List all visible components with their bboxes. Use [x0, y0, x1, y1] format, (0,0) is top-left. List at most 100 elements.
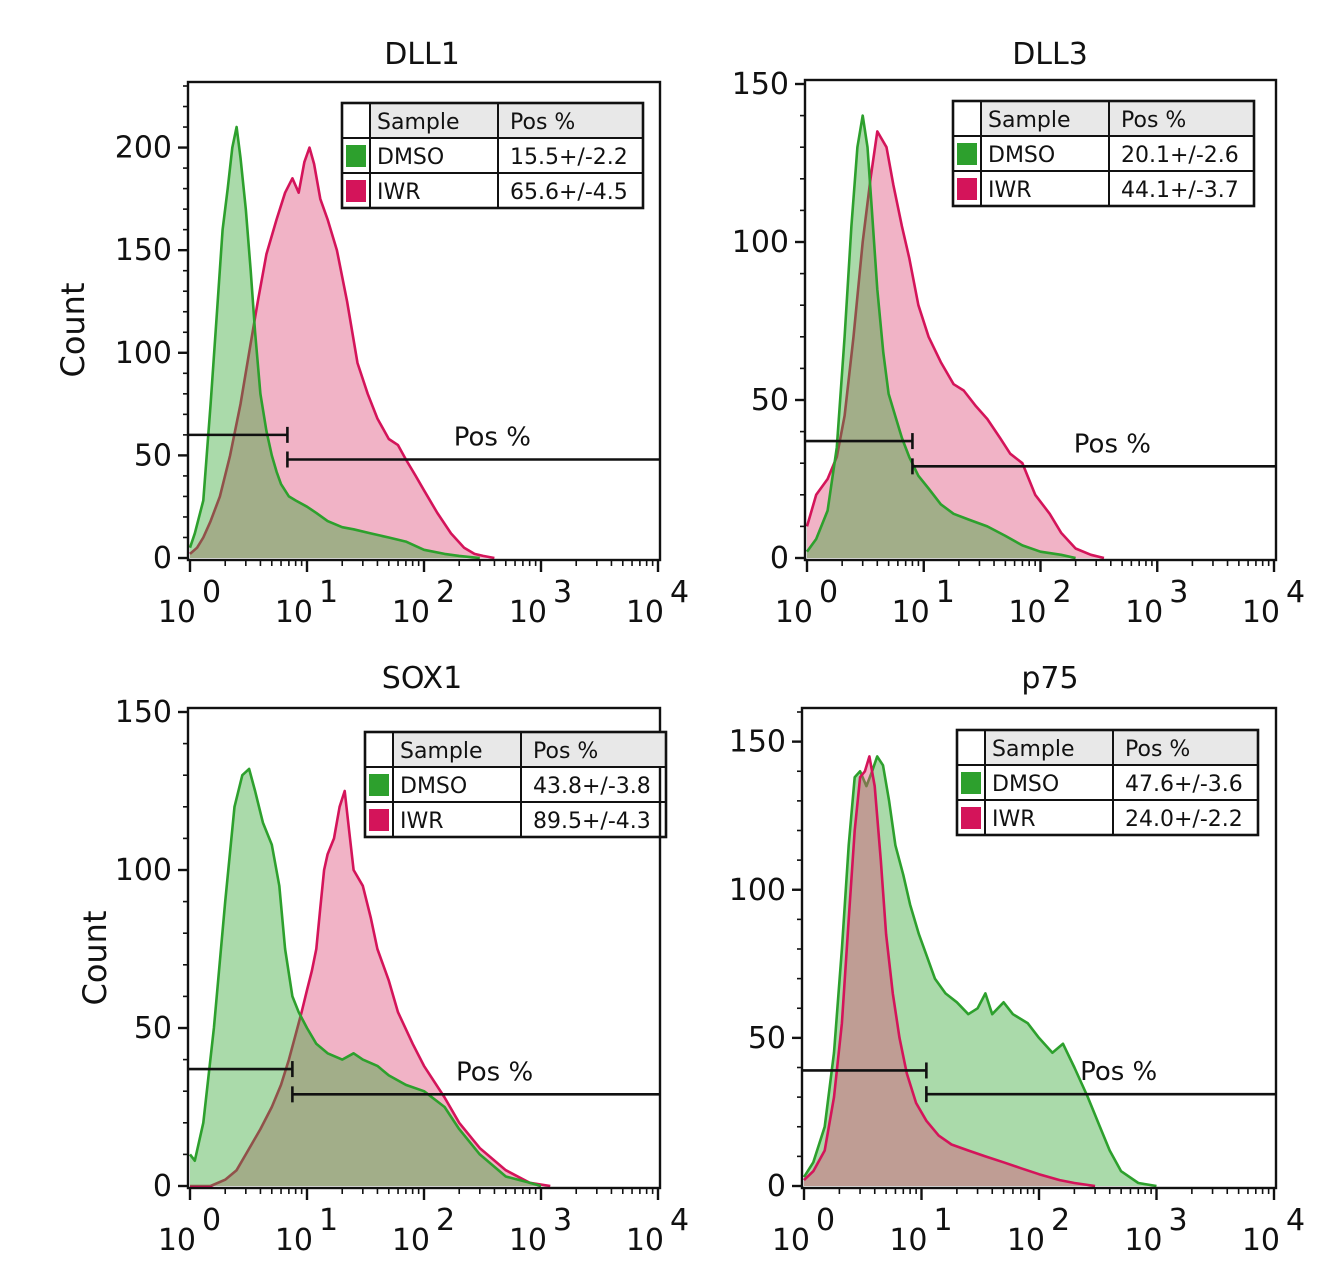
x-tick-label: 101: [275, 575, 338, 630]
gate-label: Pos %: [456, 1057, 533, 1087]
series-line-iwr: [805, 130, 1105, 560]
legend-swatch-dmso: [346, 145, 366, 167]
series-line-dmso: [188, 767, 542, 1188]
legend-pos-value: 20.1+/-2.6: [1121, 143, 1239, 168]
legend-header-bg: [370, 103, 643, 138]
y-tick-label: 0: [770, 541, 789, 576]
x-tick-exponent: 0: [816, 1203, 835, 1238]
x-tick-exponent: 3: [553, 575, 572, 610]
chart-title: DLL1: [384, 37, 460, 72]
y-tick-label: 0: [153, 1169, 172, 1204]
legend-table: Sample Pos % DMSO 20.1+/-2.6 IWR 44.1+/-3.7: [951, 99, 1256, 208]
legend-sample: IWR: [400, 809, 444, 834]
x-tick-base: 10: [1007, 1223, 1045, 1258]
x-tick-exponent: 4: [1286, 575, 1305, 610]
chart-panel-dll1: DLL1Count050100150200100101102103104Pos …: [54, 37, 689, 630]
x-tick-label: 103: [1124, 1203, 1187, 1258]
x-tick-exponent: 0: [819, 575, 838, 610]
x-tick-base: 10: [158, 1223, 196, 1258]
x-tick-exponent: 4: [670, 1203, 689, 1238]
legend-swatch-dmso: [369, 774, 389, 796]
x-tick-base: 10: [626, 595, 664, 630]
x-tick-exponent: 2: [1053, 575, 1072, 610]
x-tick-base: 10: [775, 595, 813, 630]
y-tick-label: 200: [115, 131, 172, 166]
x-tick-label: 100: [775, 575, 838, 630]
series-area-dmso: [807, 115, 1076, 558]
x-tick-base: 10: [889, 1223, 927, 1258]
x-tick-label: 103: [1125, 575, 1188, 630]
y-tick-label: 150: [732, 67, 789, 102]
legend-sample: IWR: [992, 807, 1036, 832]
legend-header-pos: Pos %: [533, 739, 598, 764]
x-tick-label: 102: [1008, 575, 1071, 630]
legend-pos-value: 89.5+/-4.3: [533, 809, 651, 834]
x-tick-base: 10: [275, 1223, 313, 1258]
gate-label: Pos %: [1080, 1057, 1157, 1087]
x-tick-label: 100: [772, 1203, 835, 1258]
legend-sample: DMSO: [377, 145, 444, 170]
x-tick-base: 10: [1125, 595, 1163, 630]
y-tick-label: 50: [134, 438, 172, 473]
series-area-dmso: [190, 768, 541, 1186]
series-line-iwr: [189, 146, 495, 560]
legend-border: [363, 730, 668, 839]
series-area-iwr: [190, 147, 495, 558]
legend-border: [955, 728, 1260, 837]
x-tick-label: 104: [626, 1203, 689, 1258]
legend-header-sample: Sample: [988, 108, 1071, 133]
series-line-iwr: [803, 755, 1096, 1188]
x-tick-label: 104: [626, 575, 689, 630]
series-line-dmso: [188, 125, 480, 560]
x-tick-exponent: 1: [319, 1203, 338, 1238]
legend-swatch-dmso: [957, 143, 977, 165]
y-axis-label: Count: [54, 282, 92, 377]
legend-header-bg: [981, 101, 1254, 136]
legend-header-sample: Sample: [992, 737, 1075, 762]
x-tick-label: 101: [892, 575, 955, 630]
x-tick-base: 10: [1242, 595, 1280, 630]
x-tick-label: 102: [1007, 1203, 1070, 1258]
y-tick-label: 100: [115, 336, 172, 371]
legend-sample: IWR: [988, 178, 1032, 203]
legend-sample: IWR: [377, 180, 421, 205]
x-tick-base: 10: [1124, 1223, 1162, 1258]
x-tick-base: 10: [509, 595, 547, 630]
legend-swatch-iwr: [961, 807, 981, 829]
y-tick-label: 150: [115, 233, 172, 268]
legend-swatch-iwr: [957, 178, 977, 200]
legend-header-pos: Pos %: [510, 110, 575, 135]
x-tick-label: 103: [509, 1203, 572, 1258]
chart-title: p75: [1021, 661, 1078, 696]
x-tick-base: 10: [392, 595, 430, 630]
legend-pos-value: 15.5+/-2.2: [510, 145, 628, 170]
x-tick-exponent: 0: [202, 575, 221, 610]
x-tick-base: 10: [275, 595, 313, 630]
x-tick-base: 10: [1242, 1223, 1280, 1258]
x-tick-exponent: 2: [436, 575, 455, 610]
x-tick-base: 10: [772, 1223, 810, 1258]
x-tick-exponent: 4: [1286, 1203, 1305, 1238]
x-tick-label: 103: [509, 575, 572, 630]
legend-header-pos: Pos %: [1125, 737, 1190, 762]
x-tick-exponent: 1: [936, 575, 955, 610]
legend-border: [951, 99, 1256, 208]
legend-sample: DMSO: [992, 772, 1059, 797]
legend-sample: DMSO: [400, 774, 467, 799]
x-tick-exponent: 4: [670, 575, 689, 610]
y-tick-label: 0: [767, 1169, 786, 1204]
legend-swatch-iwr: [346, 180, 366, 202]
y-tick-label: 50: [751, 383, 789, 418]
series-line-dmso: [802, 755, 1157, 1188]
x-tick-exponent: 3: [1169, 575, 1188, 610]
y-axis-label: Count: [76, 910, 114, 1005]
legend-pos-value: 44.1+/-3.7: [1121, 178, 1239, 203]
legend-pos-value: 47.6+/-3.6: [1125, 772, 1243, 797]
x-tick-base: 10: [892, 595, 930, 630]
x-tick-exponent: 2: [1051, 1203, 1070, 1238]
legend-pos-value: 43.8+/-3.8: [533, 774, 651, 799]
legend-border: [340, 101, 645, 210]
x-tick-base: 10: [158, 595, 196, 630]
legend-swatch-iwr: [369, 809, 389, 831]
legend-pos-value: 65.6+/-4.5: [510, 180, 628, 205]
